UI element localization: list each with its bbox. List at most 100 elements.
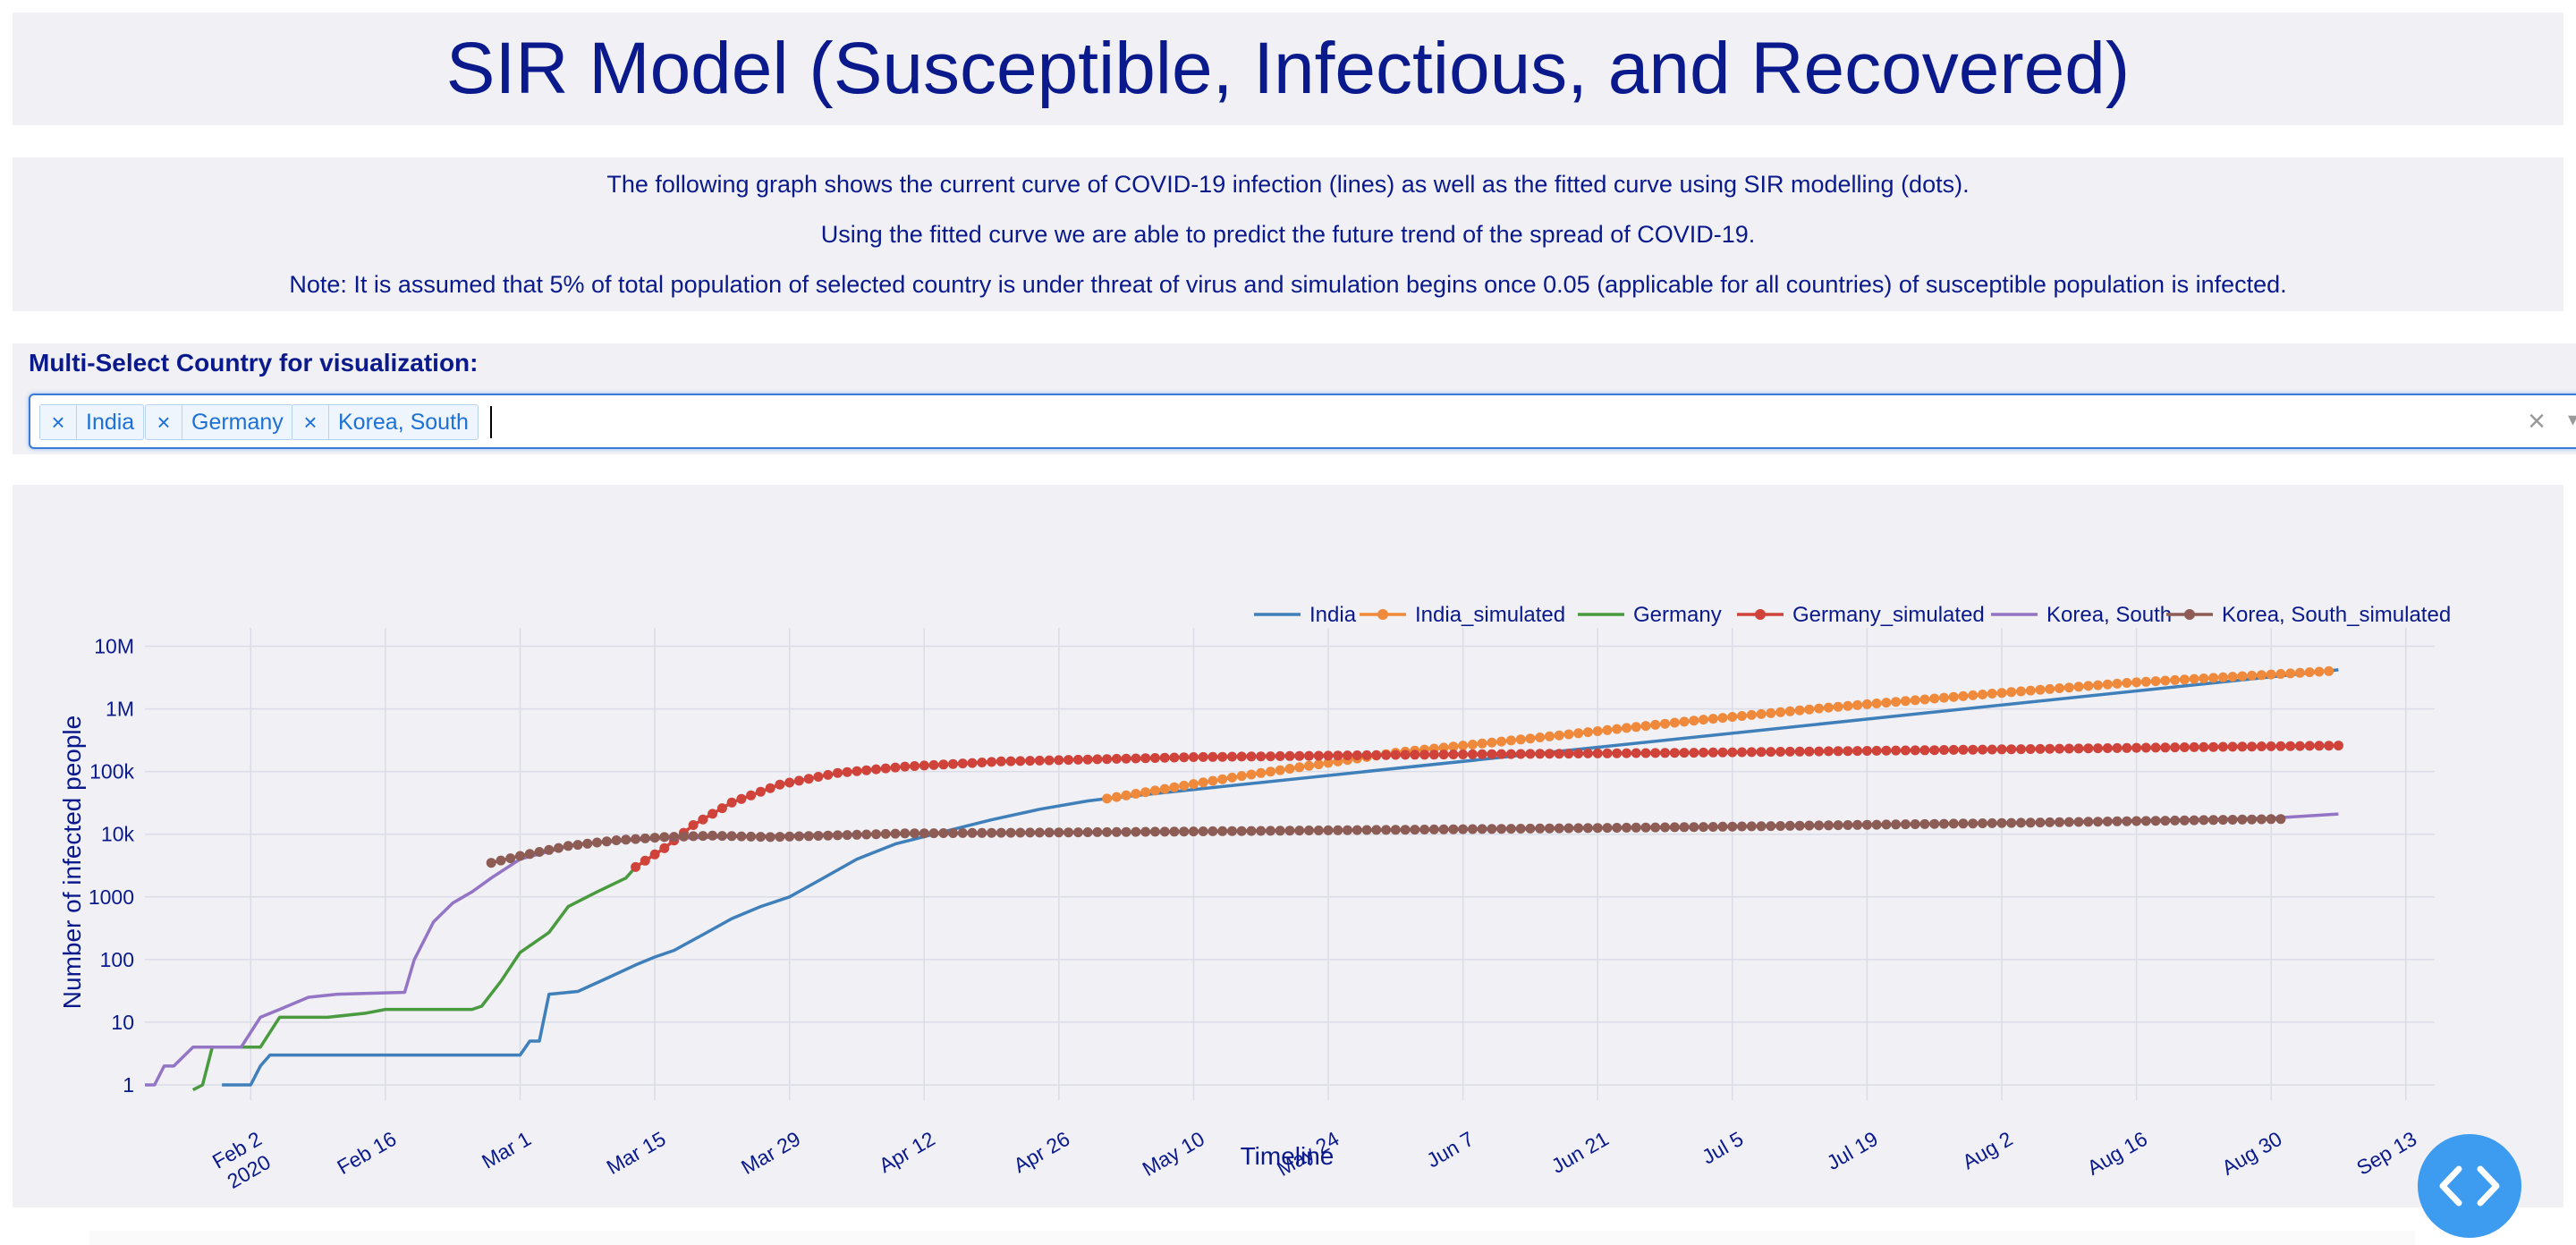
series-marker-india-simulated	[2055, 683, 2064, 693]
series-marker-korea-south-simulated	[1159, 826, 1170, 837]
series-marker-germany-simulated	[1448, 750, 1459, 759]
series-marker-korea-south-simulated	[842, 830, 852, 841]
chevron-down-icon[interactable]: ▾	[2567, 408, 2576, 430]
series-marker-korea-south-simulated	[601, 836, 612, 847]
series-marker-germany-simulated	[1246, 751, 1257, 762]
series-marker-korea-south-simulated	[505, 853, 516, 864]
series-marker-korea-south-simulated	[2006, 817, 2017, 828]
series-marker-germany-simulated	[1333, 750, 1343, 761]
series-marker-india-simulated	[1198, 777, 1208, 788]
series-marker-india-simulated	[1294, 762, 1305, 773]
series-marker-germany-simulated	[631, 861, 641, 872]
series-marker-india-simulated	[1217, 774, 1228, 784]
series-marker-korea-south-simulated	[1775, 821, 1786, 831]
series-marker-korea-south-simulated	[1246, 826, 1257, 836]
series-marker-korea-south-simulated	[1361, 825, 1372, 835]
x-tick-label: Aug 16	[2083, 1127, 2151, 1180]
remove-korea-south-button[interactable]: ×	[292, 405, 329, 439]
series-marker-korea-south-simulated	[2170, 815, 2181, 826]
series-marker-germany-simulated	[1996, 744, 2007, 755]
series-marker-germany-simulated	[1054, 755, 1064, 766]
series-marker-india-simulated	[2237, 671, 2248, 682]
series-marker-korea-south-simulated	[996, 827, 1006, 838]
series-marker-india-simulated	[2275, 669, 2286, 679]
series-marker-india-simulated	[1121, 790, 1131, 800]
series-marker-korea-south-simulated	[1275, 826, 1285, 836]
series-marker-india-simulated	[1881, 698, 1892, 708]
series-marker-korea-south-simulated	[2275, 814, 2286, 825]
series-marker-korea-south-simulated	[1525, 823, 1536, 834]
series-marker-india-simulated	[1169, 782, 1180, 792]
series-marker-india-simulated	[1631, 722, 1641, 733]
remove-india-button[interactable]: ×	[40, 405, 77, 439]
series-marker-germany-simulated	[1034, 755, 1045, 766]
series-marker-korea-south-simulated	[1948, 818, 1959, 829]
remove-germany-button[interactable]: ×	[146, 405, 182, 439]
series-marker-korea-south-simulated	[765, 832, 775, 843]
series-marker-korea-south-simulated	[1833, 820, 1843, 831]
series-marker-korea-south-simulated	[582, 838, 593, 849]
series-marker-germany-simulated	[1622, 748, 1631, 758]
series-marker-korea-south-simulated	[2256, 814, 2267, 825]
series-marker-germany-simulated	[775, 779, 785, 790]
series-marker-india-simulated	[1487, 737, 1497, 748]
series-marker-korea-south-simulated	[890, 828, 901, 839]
series-marker-korea-south-simulated	[1102, 826, 1113, 837]
series-marker-india-simulated	[1987, 689, 1997, 699]
series-marker-korea-south-simulated	[957, 827, 968, 838]
series-marker-korea-south-simulated	[1582, 823, 1593, 834]
series-marker-korea-south-simulated	[2150, 816, 2161, 826]
series-marker-india-simulated	[1602, 724, 1613, 735]
series-marker-germany-simulated	[793, 775, 804, 786]
series-marker-germany-simulated	[833, 767, 843, 778]
legend-label-germany-simulated: Germany_simulated	[1792, 603, 1985, 627]
series-marker-india-simulated	[1554, 730, 1564, 741]
series-marker-germany-simulated	[1746, 747, 1757, 758]
series-marker-india-simulated	[1871, 699, 1882, 708]
series-marker-korea-south-simulated	[1082, 827, 1093, 837]
series-marker-korea-south-simulated	[1612, 823, 1623, 833]
series-marker-korea-south-simulated	[2160, 816, 2171, 826]
series-marker-india-simulated	[1919, 694, 1930, 705]
series-marker-korea-south-simulated	[880, 828, 891, 839]
series-marker-korea-south-simulated	[1458, 824, 1469, 834]
series-marker-korea-south-simulated	[2247, 814, 2258, 825]
series-marker-germany-simulated	[1699, 747, 1708, 758]
series-marker-india-simulated	[2199, 673, 2209, 683]
series-marker-germany-simulated	[1313, 750, 1324, 761]
series-marker-germany-simulated	[1515, 749, 1526, 759]
series-marker-india-simulated	[1833, 701, 1843, 712]
series-marker-korea-south-simulated	[852, 829, 862, 840]
series-marker-germany-simulated	[1304, 750, 1314, 761]
series-marker-germany-simulated	[1131, 753, 1141, 764]
series-marker-korea-south-simulated	[919, 828, 929, 839]
series-marker-germany-simulated	[1823, 746, 1834, 757]
code-toggle-button[interactable]	[2418, 1134, 2521, 1238]
series-marker-korea-south-simulated	[698, 831, 708, 842]
series-marker-india-simulated	[1438, 742, 1449, 753]
series-marker-india-simulated	[1746, 709, 1757, 720]
series-marker-korea-south-simulated	[2083, 817, 2094, 827]
x-tick-label: Aug 2	[1958, 1127, 2016, 1174]
clear-icon[interactable]: ×	[2528, 404, 2546, 438]
series-marker-korea-south-simulated	[572, 840, 583, 851]
series-marker-korea-south-simulated	[1689, 822, 1699, 833]
series-marker-india-simulated	[1159, 783, 1170, 794]
series-marker-india-simulated	[1515, 734, 1526, 745]
series-marker-india-simulated	[1958, 690, 1969, 701]
x-tick-label: Sep 13	[2352, 1127, 2420, 1180]
country-multi-select[interactable]: × India × Germany × Korea, South × ▾	[29, 394, 2576, 449]
series-marker-korea-south-simulated	[1631, 822, 1641, 833]
series-marker-korea-south-simulated	[716, 831, 727, 842]
series-marker-germany-simulated	[1573, 749, 1584, 758]
series-marker-germany-simulated	[649, 849, 660, 860]
series-marker-korea-south-simulated	[669, 832, 680, 843]
series-marker-india-simulated	[1622, 723, 1631, 733]
series-marker-germany-simulated	[2055, 743, 2064, 754]
series-marker-germany-simulated	[2016, 744, 2026, 755]
series-marker-germany-simulated	[755, 786, 766, 797]
selected-tag-label: India	[86, 409, 135, 435]
series-marker-india-simulated	[2083, 681, 2094, 691]
series-marker-korea-south-simulated	[1756, 821, 1767, 832]
